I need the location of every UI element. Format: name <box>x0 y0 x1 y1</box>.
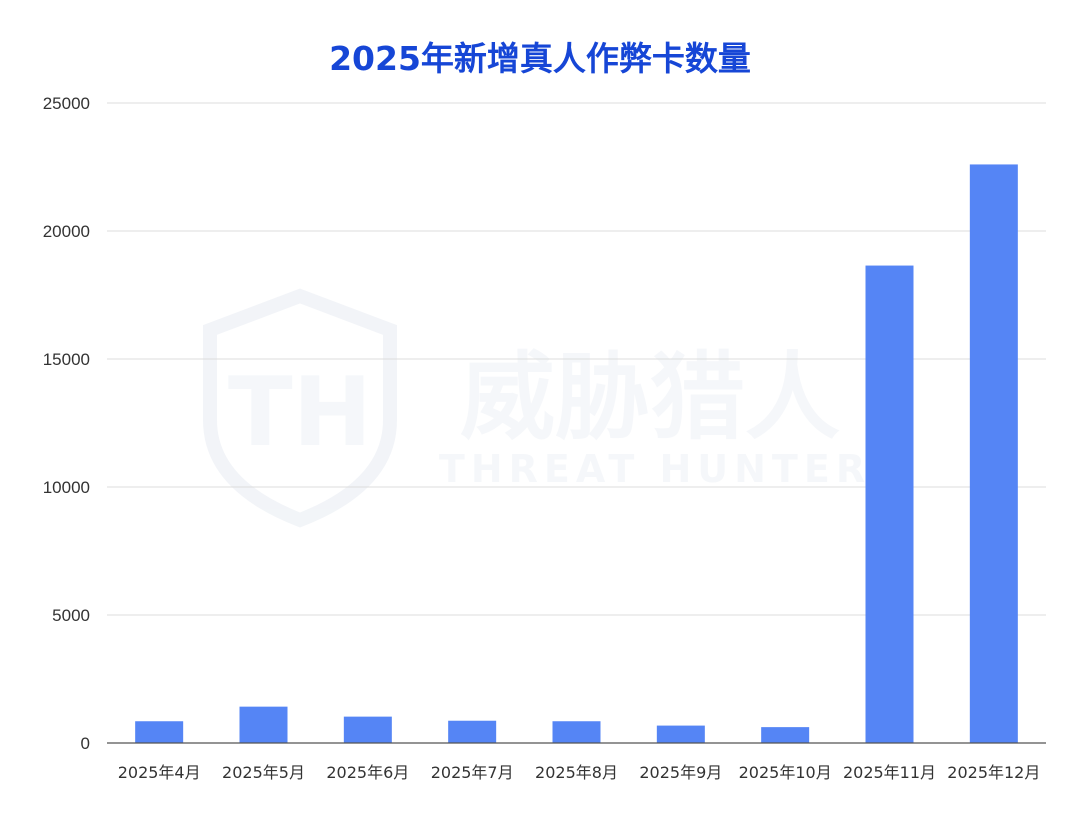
y-tick-label: 15000 <box>43 350 90 369</box>
shield-logo-icon <box>203 288 397 528</box>
bars <box>135 164 1018 743</box>
bar <box>969 164 1018 743</box>
x-axis-ticks: 2025年4月 2025年5月 2025年6月 2025年7月 2025年8月 2025年… <box>118 763 1041 782</box>
x-tick-label: 2025年10月 <box>739 763 832 782</box>
watermark-logo-letters: TH <box>228 358 372 468</box>
watermark-cn-text: 威胁猎人 <box>460 343 840 453</box>
x-tick-label: 2025年8月 <box>535 763 618 782</box>
y-tick-label: 20000 <box>43 222 90 241</box>
chart-title: 2025年新增真人作弊卡数量 <box>329 39 751 78</box>
y-axis-ticks: 0 5000 10000 15000 20000 25000 <box>43 94 90 753</box>
watermark: TH 威胁猎人 THREAT HUNTER <box>203 288 871 528</box>
x-tick-label: 2025年9月 <box>639 763 722 782</box>
bar <box>239 706 288 743</box>
bar <box>865 265 914 743</box>
watermark-en-text: THREAT HUNTER <box>439 447 871 491</box>
bar <box>343 716 392 743</box>
y-tick-label: 0 <box>81 734 90 753</box>
x-tick-label: 2025年7月 <box>431 763 514 782</box>
bar <box>761 727 810 743</box>
y-tick-label: 25000 <box>43 94 90 113</box>
bar <box>135 721 184 743</box>
x-tick-label: 2025年5月 <box>222 763 305 782</box>
x-tick-label: 2025年4月 <box>118 763 201 782</box>
x-tick-label: 2025年6月 <box>326 763 409 782</box>
bar <box>656 725 705 743</box>
x-tick-label: 2025年11月 <box>843 763 936 782</box>
x-tick-label: 2025年12月 <box>947 763 1040 782</box>
bar <box>448 720 497 743</box>
y-tick-label: 5000 <box>52 606 90 625</box>
bar <box>552 721 601 743</box>
y-tick-label: 10000 <box>43 478 90 497</box>
